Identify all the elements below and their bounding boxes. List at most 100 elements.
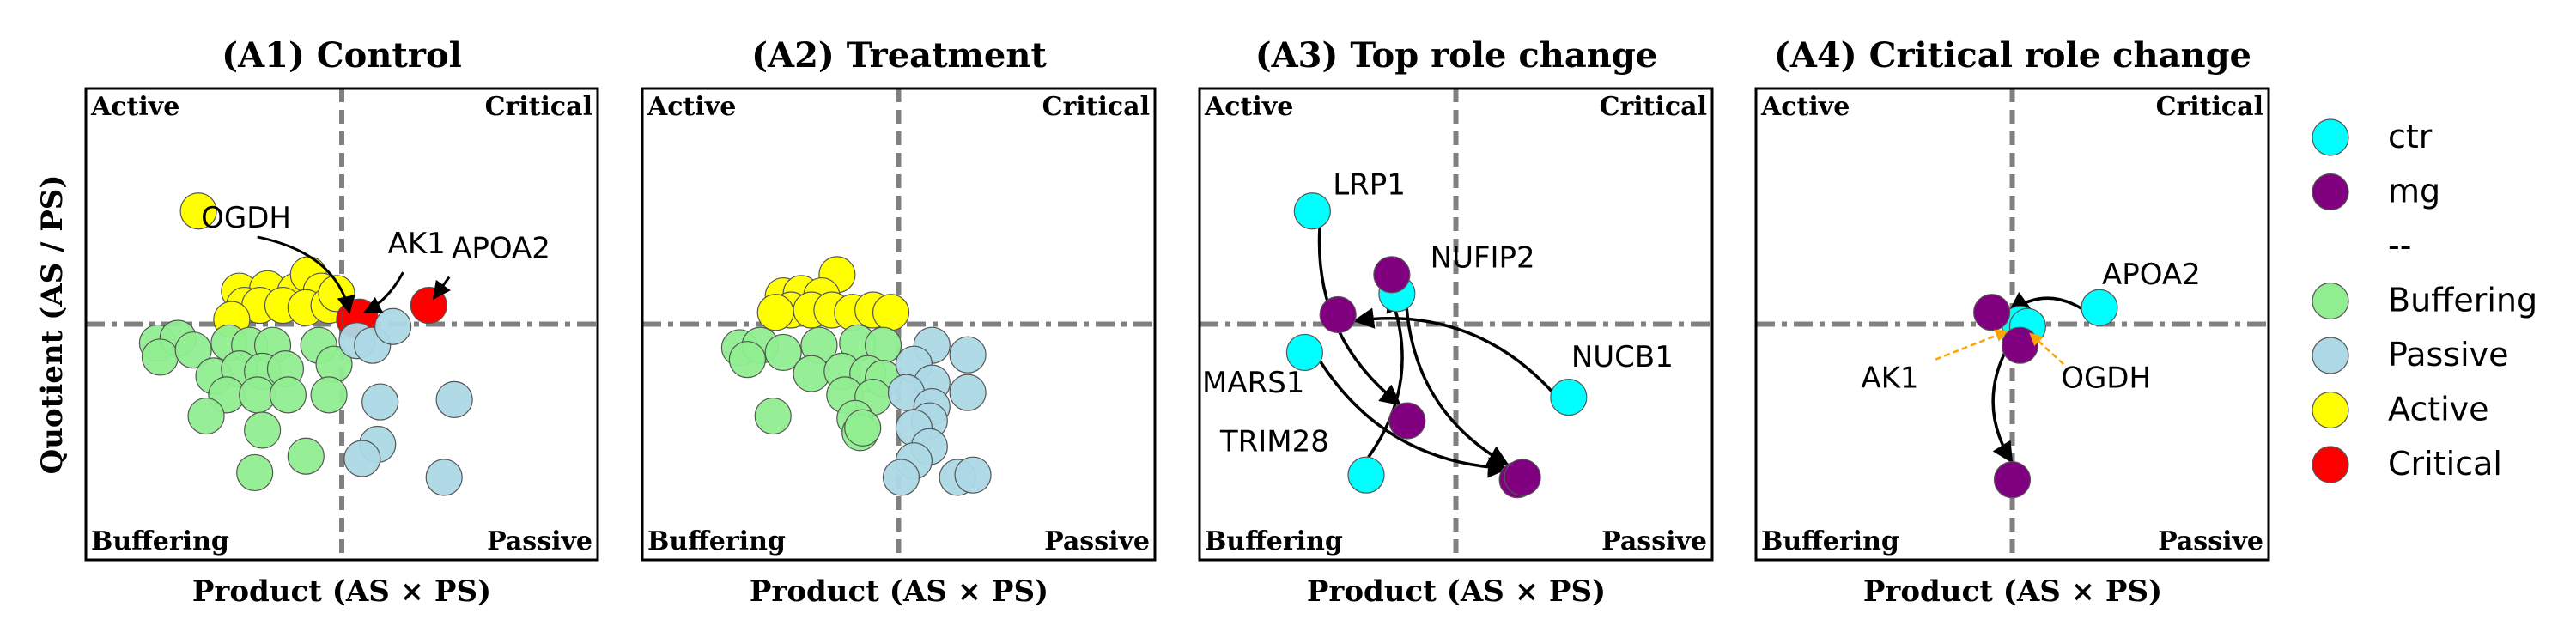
scatter-point-passive	[435, 380, 473, 418]
quadrant-label-passive: Passive	[487, 526, 592, 556]
scatter-point-buffering	[236, 453, 274, 492]
scatter-point-ctr	[1285, 333, 1323, 372]
quadrant-label-critical: Critical	[2156, 92, 2263, 122]
scatter-point-mg	[1504, 459, 1541, 496]
point-annotation: MARS1	[1202, 366, 1304, 400]
scatter-point-active	[872, 294, 910, 331]
legend-label: Buffering	[2388, 282, 2537, 319]
legend-marker-ctr	[2312, 118, 2349, 156]
scatter-point-mg	[1993, 461, 2032, 499]
quadrant-label-buffering: Buffering	[1761, 526, 1899, 556]
scatter-point-buffering	[754, 397, 792, 435]
scatter-point-buffering	[141, 338, 179, 376]
legend-label: Active	[2388, 391, 2489, 428]
point-annotation: AK1	[1861, 361, 1918, 396]
plot-frame	[1198, 87, 1714, 562]
scatter-point-active	[756, 294, 794, 331]
scatter-point-mg	[1388, 402, 1426, 440]
point-annotation: NUFIP2	[1431, 241, 1535, 276]
panel-layer-lines	[1200, 88, 1712, 560]
role-change-arrow	[1405, 308, 1510, 466]
point-annotation: NUCB1	[1571, 340, 1674, 374]
quadrant-label-active: Active	[1760, 92, 1850, 122]
panel-a1: (A1) Control OGDH AK1 APOA2 Active Critica…	[84, 35, 599, 609]
panel-title: (A4) Critical role change	[1774, 35, 2251, 76]
legend-label: Passive	[2388, 336, 2509, 374]
leader-ak1	[1935, 329, 2008, 361]
scatter-point-active	[179, 192, 217, 230]
x-axis-label: Product (AS × PS)	[1307, 574, 1606, 609]
panel-a2: (A2) Treatment Active Critical Buffering…	[641, 35, 1157, 609]
legend-marker-active	[2312, 391, 2349, 429]
plot-frame	[641, 87, 1157, 562]
legend: ctr mg -- Buffering Passive Active Critical	[2312, 118, 2537, 483]
legend-label: mg	[2388, 173, 2440, 210]
point-annotation: OGDH	[2061, 361, 2151, 396]
panel-layer-labels: OGDH AK1 APOA2	[201, 201, 550, 314]
scatter-point-mg	[1973, 294, 2011, 331]
panel-title: (A3) Top role change	[1255, 35, 1658, 76]
scatter-point-mg	[2001, 326, 2039, 364]
quadrant-label-buffering: Buffering	[1205, 526, 1343, 556]
panel-layer-points	[138, 192, 473, 496]
point-annotation: APOA2	[2102, 258, 2201, 292]
role-change-arrow	[1991, 346, 2014, 464]
scatter-point-ctr	[1347, 456, 1385, 494]
scatter-point-passive	[374, 307, 412, 345]
legend-label: Critical	[2388, 445, 2502, 483]
scatter-point-passive	[949, 336, 987, 374]
panel-layer-labels: LRP1 NUFIP2 NUCB1 MARS1 TRIM28	[1202, 168, 1674, 459]
x-axis-label: Product (AS × PS)	[1863, 574, 2162, 609]
panel-layer-points	[1973, 289, 2118, 499]
quadrant-label-critical: Critical	[1600, 92, 1707, 122]
scatter-point-buffering	[728, 341, 766, 379]
scatter-point-buffering	[187, 397, 225, 435]
scatter-point-passive	[343, 440, 381, 477]
quadrant-label-passive: Passive	[1044, 526, 1150, 556]
scatter-point-passive	[882, 459, 920, 496]
panel-layer-points	[720, 256, 992, 496]
role-change-arrow	[1352, 307, 1553, 392]
legend-label: --	[2388, 227, 2411, 264]
panel-title: (A2) Treatment	[751, 35, 1047, 76]
point-annotation: AK1	[388, 227, 446, 261]
point-annotation: TRIM28	[1219, 425, 1329, 459]
quadrant-label-critical: Critical	[485, 92, 592, 122]
scatter-point-ctr	[2081, 289, 2118, 326]
scatter-point-critical-apoa2	[410, 286, 447, 325]
scatter-point-passive	[361, 383, 399, 421]
scatter-point-buffering	[244, 411, 282, 449]
point-annotation: OGDH	[201, 201, 291, 235]
x-axis-label: Product (AS × PS)	[192, 574, 491, 609]
scatter-point-buffering	[287, 437, 325, 475]
scatter-point-passive	[425, 459, 463, 496]
scatter-point-passive	[954, 456, 992, 494]
scatter-point-buffering	[174, 331, 212, 369]
leader-ogdh	[257, 235, 355, 314]
scatter-point-buffering	[269, 376, 307, 414]
legend-marker-critical	[2312, 446, 2349, 483]
scatter-point-buffering	[310, 376, 348, 414]
quadrant-label-active: Active	[647, 92, 736, 122]
x-axis-label: Product (AS × PS)	[750, 574, 1048, 609]
quadrant-label-buffering: Buffering	[647, 526, 786, 556]
quadrant-label-active: Active	[90, 92, 179, 122]
leader-ak1	[362, 271, 404, 314]
panel-a4: (A4) Critical role change APOA2 AK1 OGDH A…	[1754, 35, 2270, 609]
quadrant-label-passive: Passive	[2158, 526, 2263, 556]
point-annotation: APOA2	[452, 232, 550, 266]
scatter-point-passive	[949, 374, 987, 411]
plot-frame	[1754, 87, 2270, 562]
panel-a3: (A3) Top role change LRP1 NUFIP2 NUCB1 MARS…	[1198, 35, 1714, 609]
scatter-point-mg	[1373, 256, 1411, 294]
leader-ogdh	[2029, 332, 2065, 366]
scatter-point-mg	[1319, 295, 1357, 334]
quadrant-label-buffering: Buffering	[91, 526, 229, 556]
scatter-point-buffering	[764, 333, 802, 372]
legend-label: ctr	[2388, 118, 2433, 155]
scatter-point-ctr	[1550, 378, 1588, 416]
role-change-arrow	[1319, 360, 1510, 478]
quadrant-label-passive: Passive	[1601, 526, 1707, 556]
panel-title: (A1) Control	[222, 35, 462, 76]
